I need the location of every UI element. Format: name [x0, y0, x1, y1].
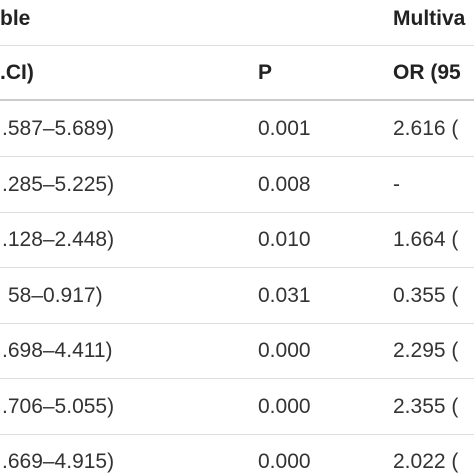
table-cell: .285–5.225) [2, 172, 115, 196]
table-cell: 0.031 [258, 283, 311, 307]
column-header: P [258, 61, 273, 84]
table-cell: 0.000 [258, 394, 311, 418]
table-cell: 2.355 ( [393, 394, 459, 418]
table-cell: 0.355 ( [393, 283, 459, 307]
table-cell: .587–5.689) [2, 117, 115, 140]
table-cell: 2.022 ( [393, 450, 459, 473]
rule [0, 433, 474, 435]
table-cell: 0.008 [258, 172, 311, 196]
table-cell: 0.010 [258, 228, 311, 251]
table-cell: 1.664 ( [393, 228, 459, 251]
table-cell: 2.616 ( [393, 117, 459, 140]
table-cell: 2.295 ( [393, 339, 459, 362]
group-header: Multiva [393, 7, 466, 30]
column-header: OR (95 [393, 61, 461, 84]
column-header: .CI) [0, 61, 34, 84]
rule [0, 45, 474, 46]
table-cell: 0.001 [258, 117, 311, 140]
rule [0, 267, 474, 268]
table-cell: .698–4.411) [2, 339, 113, 362]
table-cell: 58–0.917) [8, 283, 103, 307]
rule [0, 156, 474, 157]
table-cell: .128–2.448) [2, 228, 115, 251]
rule [0, 211, 474, 213]
rule [0, 322, 474, 324]
rule [0, 378, 474, 379]
table-cell: 0.000 [258, 339, 311, 362]
table-cell: .706–5.055) [2, 394, 115, 418]
rule [0, 99, 474, 101]
group-header: ble [0, 7, 31, 30]
table-cell: .669–4.915) [2, 450, 115, 473]
table-cell: - [393, 172, 400, 196]
table-cell: 0.000 [258, 450, 311, 473]
